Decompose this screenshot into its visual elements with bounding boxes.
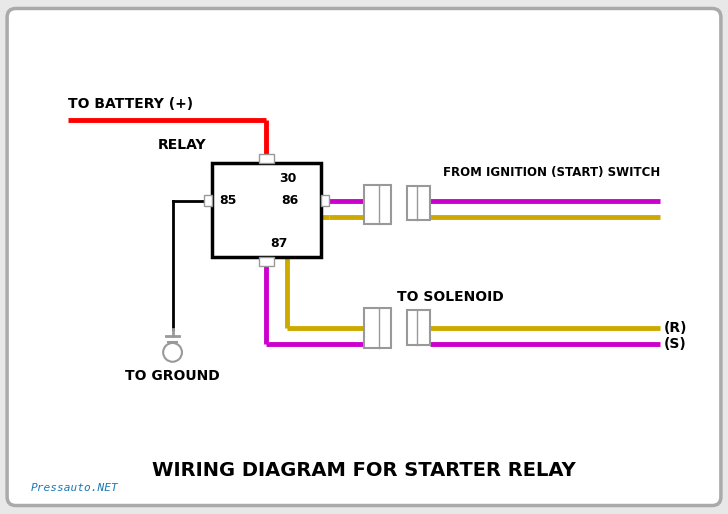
Text: (R): (R) <box>664 321 687 335</box>
Text: RELAY: RELAY <box>158 138 207 152</box>
Bar <box>364 308 392 348</box>
Bar <box>213 163 320 257</box>
Text: WIRING DIAGRAM FOR STARTER RELAY: WIRING DIAGRAM FOR STARTER RELAY <box>152 461 576 480</box>
Bar <box>408 186 430 219</box>
Text: TO BATTERY (+): TO BATTERY (+) <box>68 97 193 111</box>
Text: 30: 30 <box>280 173 297 186</box>
Text: TO GROUND: TO GROUND <box>125 369 220 383</box>
Text: (S): (S) <box>664 337 687 351</box>
Bar <box>259 257 274 266</box>
Circle shape <box>163 343 182 362</box>
Text: TO SOLENOID: TO SOLENOID <box>397 290 504 304</box>
Text: Pressauto.NET: Pressauto.NET <box>31 483 118 493</box>
Bar <box>320 195 329 207</box>
Bar <box>408 310 430 345</box>
FancyBboxPatch shape <box>7 8 721 506</box>
Bar <box>259 154 274 163</box>
Text: 87: 87 <box>270 237 288 250</box>
Text: FROM IGNITION (START) SWITCH: FROM IGNITION (START) SWITCH <box>443 166 660 179</box>
Text: 85: 85 <box>220 194 237 207</box>
Text: 86: 86 <box>281 194 298 207</box>
Bar <box>204 195 213 207</box>
Bar <box>364 185 392 225</box>
